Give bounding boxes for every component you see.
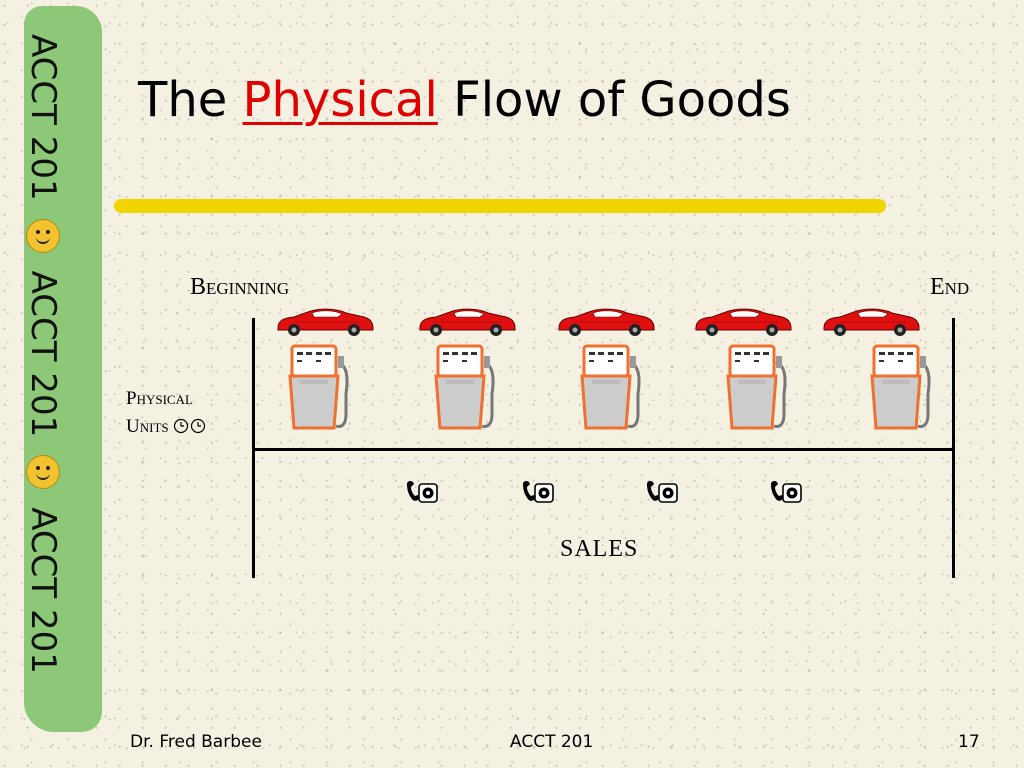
gas-pump-icon: [868, 344, 934, 434]
car-icon: [555, 304, 655, 338]
sidebar-band: [24, 6, 102, 732]
end-label: End: [930, 274, 970, 300]
telephone-icon: [522, 480, 554, 504]
title-highlight: Physical: [242, 72, 438, 128]
gas-pump-icon: [432, 344, 498, 434]
highlighter-bar: [114, 199, 886, 213]
slide-title: The Physical Flow of Goods: [138, 72, 791, 128]
clock-icon: [174, 418, 206, 434]
telephone-icon: [770, 480, 802, 504]
units-label-line2: Units: [126, 416, 169, 437]
footer-course: ACCT 201: [510, 732, 594, 752]
footer-author: Dr. Fred Barbee: [130, 732, 262, 752]
sidebar-course-label: ACCT 201: [23, 507, 63, 674]
sales-divider-line: [252, 448, 955, 451]
sidebar-course-label: ACCT 201: [23, 270, 63, 438]
sales-label: SALES: [560, 536, 639, 562]
car-icon: [416, 304, 516, 338]
gas-pump-icon: [724, 344, 790, 434]
beginning-label: Beginning: [190, 274, 290, 300]
footer-page-number: 17: [958, 732, 980, 752]
gas-pump-icon: [286, 344, 352, 434]
gas-pump-icon: [578, 344, 644, 434]
title-suffix: Flow of Goods: [453, 72, 791, 128]
sidebar-course-label: ACCT 201: [23, 34, 63, 201]
smiley-icon: [26, 455, 60, 490]
telephone-icon: [406, 480, 438, 504]
sidebar-text: ACCT 201 ACCT 201 ACCT 201: [23, 34, 63, 674]
telephone-icon: [646, 480, 678, 504]
car-icon: [820, 304, 920, 338]
physical-units-label: Physical Units: [126, 385, 207, 441]
title-prefix: The: [138, 72, 228, 128]
car-icon: [274, 304, 374, 338]
units-label-line1: Physical: [126, 388, 193, 409]
car-icon: [692, 304, 792, 338]
smiley-icon: [26, 218, 60, 253]
